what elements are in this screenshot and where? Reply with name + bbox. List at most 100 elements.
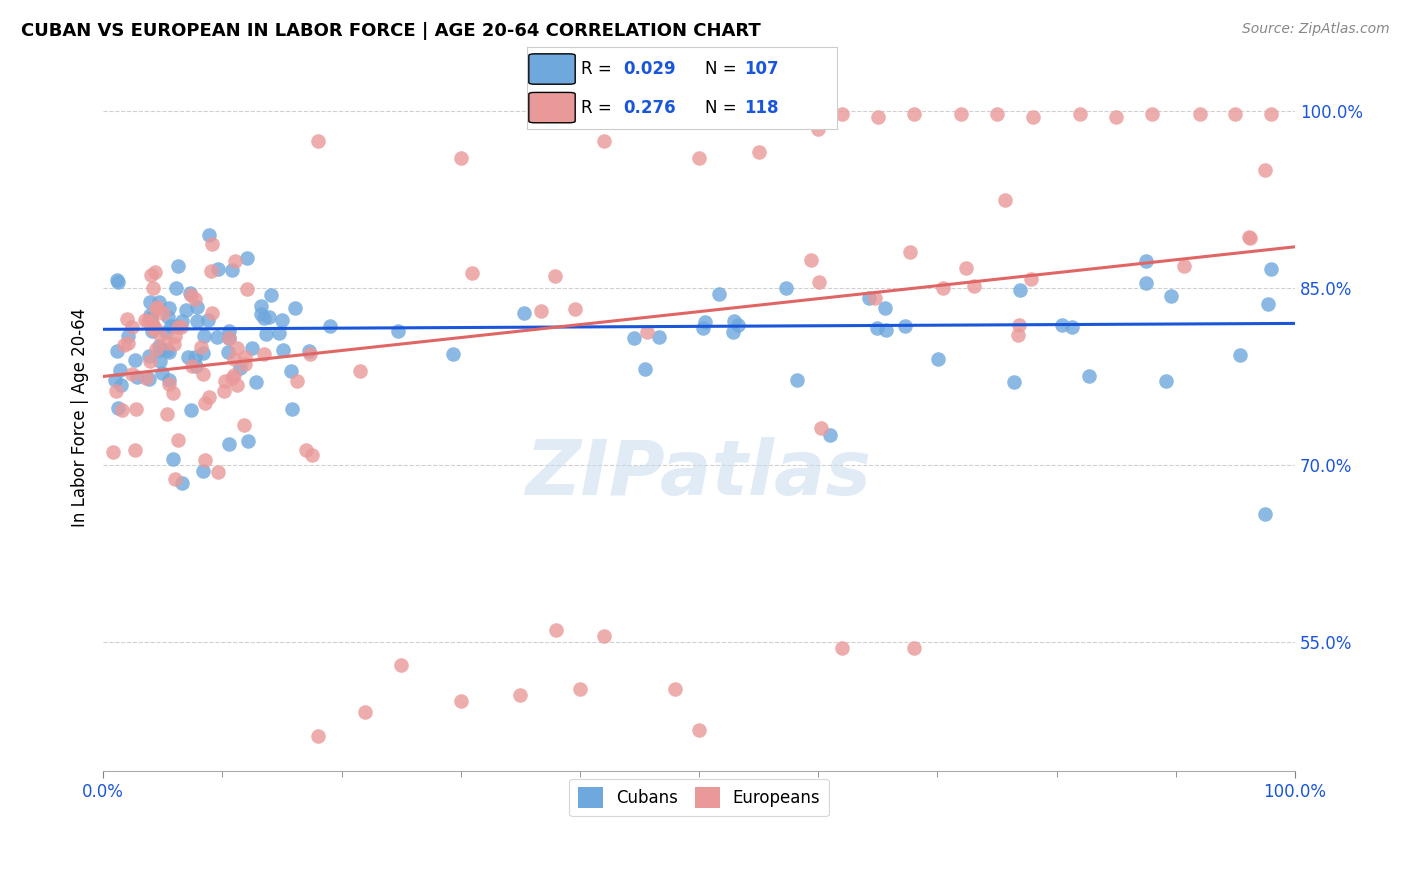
Point bbox=[865, 291, 887, 305]
Point bbox=[222, 352, 245, 367]
Point bbox=[461, 266, 484, 280]
Point bbox=[225, 377, 247, 392]
Point bbox=[1105, 110, 1128, 124]
Point bbox=[155, 325, 177, 339]
Point bbox=[111, 402, 134, 417]
Point bbox=[1257, 297, 1279, 311]
Point bbox=[281, 402, 304, 417]
Point bbox=[184, 350, 207, 364]
Point bbox=[1239, 231, 1261, 245]
Point bbox=[143, 265, 166, 279]
Point bbox=[201, 306, 224, 320]
Point bbox=[124, 442, 146, 457]
Point bbox=[197, 228, 219, 243]
Point bbox=[160, 319, 183, 334]
Point bbox=[723, 313, 745, 327]
Point bbox=[1237, 230, 1260, 244]
Point bbox=[170, 475, 193, 490]
Point bbox=[450, 693, 472, 707]
Point bbox=[218, 331, 240, 345]
Point bbox=[205, 330, 228, 344]
Point bbox=[688, 152, 710, 166]
Point bbox=[692, 321, 714, 335]
Point bbox=[225, 341, 247, 355]
Point bbox=[218, 436, 240, 450]
Point bbox=[512, 306, 534, 320]
Point bbox=[1135, 276, 1157, 290]
Point bbox=[963, 279, 986, 293]
Point bbox=[142, 281, 165, 295]
Point bbox=[240, 342, 263, 356]
Point bbox=[786, 373, 808, 387]
Point bbox=[139, 311, 162, 326]
Point bbox=[200, 264, 222, 278]
Point bbox=[592, 134, 614, 148]
Point bbox=[148, 339, 170, 353]
Point bbox=[139, 268, 162, 282]
Point bbox=[233, 357, 256, 371]
Point bbox=[149, 327, 172, 342]
Point bbox=[634, 361, 657, 376]
Point bbox=[115, 312, 138, 326]
Point bbox=[186, 314, 208, 328]
Point bbox=[257, 310, 280, 324]
Point bbox=[103, 445, 125, 459]
Point bbox=[136, 314, 159, 328]
Point bbox=[165, 319, 187, 334]
Point bbox=[139, 294, 162, 309]
Point bbox=[104, 373, 127, 387]
Text: 107: 107 bbox=[744, 60, 779, 78]
Point bbox=[858, 291, 880, 305]
Point bbox=[207, 465, 229, 479]
Point bbox=[141, 324, 163, 338]
Text: ZIPatlas: ZIPatlas bbox=[526, 437, 872, 511]
Point bbox=[150, 366, 173, 380]
Point bbox=[1008, 318, 1031, 332]
Point bbox=[898, 244, 921, 259]
Text: N =: N = bbox=[704, 60, 742, 78]
Point bbox=[349, 364, 371, 378]
Point bbox=[167, 320, 190, 334]
Point bbox=[145, 302, 167, 317]
Point bbox=[271, 313, 294, 327]
Point bbox=[180, 403, 202, 417]
Y-axis label: In Labor Force | Age 20-64: In Labor Force | Age 20-64 bbox=[72, 308, 89, 527]
Point bbox=[623, 330, 645, 344]
Point bbox=[1188, 106, 1211, 120]
Point bbox=[238, 434, 260, 449]
Point bbox=[117, 336, 139, 351]
Point bbox=[866, 110, 889, 124]
Point bbox=[135, 370, 157, 384]
Point bbox=[1160, 289, 1182, 303]
Point bbox=[217, 344, 239, 359]
Point bbox=[1008, 284, 1031, 298]
Point bbox=[156, 343, 179, 358]
Point bbox=[1260, 106, 1282, 120]
Point bbox=[530, 303, 553, 318]
Point bbox=[186, 300, 208, 314]
Point bbox=[1002, 375, 1025, 389]
Point bbox=[903, 640, 925, 655]
Text: 0.029: 0.029 bbox=[623, 60, 676, 78]
Point bbox=[808, 276, 831, 290]
Point bbox=[138, 308, 160, 322]
Point bbox=[221, 371, 243, 385]
Point bbox=[143, 321, 166, 335]
Point bbox=[235, 282, 257, 296]
Point bbox=[181, 359, 204, 373]
Point bbox=[139, 353, 162, 368]
Point bbox=[172, 314, 194, 328]
Point bbox=[932, 281, 955, 295]
Point bbox=[112, 337, 135, 351]
Point bbox=[1254, 508, 1277, 522]
Point bbox=[149, 343, 172, 357]
Point bbox=[148, 294, 170, 309]
Point bbox=[170, 320, 193, 334]
Point bbox=[387, 324, 409, 338]
Point bbox=[354, 706, 377, 720]
Point bbox=[162, 452, 184, 467]
Point bbox=[142, 318, 165, 333]
Point bbox=[107, 401, 129, 415]
Point bbox=[165, 329, 187, 343]
Point bbox=[146, 300, 169, 314]
